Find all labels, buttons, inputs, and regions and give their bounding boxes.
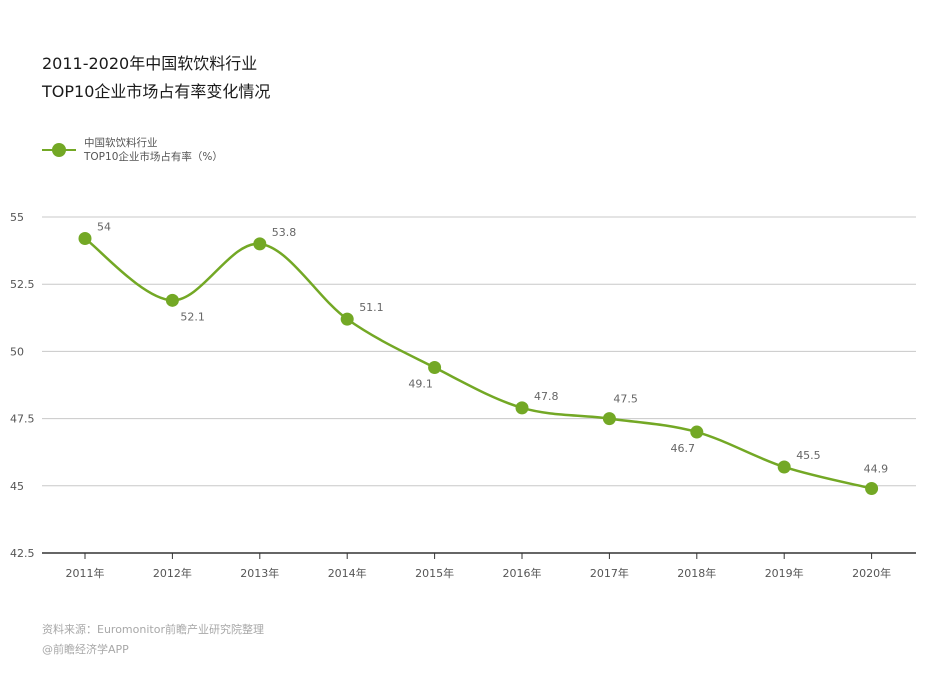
y-tick-label: 45 [10, 480, 24, 493]
y-tick-label: 42.5 [10, 547, 35, 560]
legend-marker [52, 143, 66, 157]
legend-label-line1: 中国软饮料行业 [84, 137, 158, 149]
data-point [253, 237, 267, 251]
data-label: 51.1 [359, 301, 384, 314]
series-line [84, 237, 872, 490]
x-tick-label: 2014年 [328, 566, 367, 580]
x-tick-label: 2015年 [415, 566, 454, 580]
data-point [777, 460, 791, 474]
y-tick-label: 55 [10, 211, 24, 224]
source-line1: 资料来源：Euromonitor前瞻产业研究院整理 [42, 623, 264, 636]
data-point [340, 312, 354, 326]
x-tick-label: 2019年 [765, 566, 804, 580]
x-tick-label: 2013年 [240, 566, 279, 580]
data-point [165, 293, 179, 307]
data-label: 45.5 [796, 449, 821, 462]
data-label: 54 [97, 221, 111, 234]
chart-title-line2: TOP10企业市场占有率变化情况 [42, 82, 271, 101]
data-label: 44.9 [864, 462, 889, 475]
data-label: 46.7 [671, 442, 696, 455]
x-tick-label: 2018年 [677, 566, 716, 580]
data-point [78, 232, 92, 246]
x-tick-label: 2012年 [153, 566, 192, 580]
legend: 中国软饮料行业 TOP10企业市场占有率（%） [42, 136, 223, 164]
data-label: 49.1 [408, 378, 433, 391]
y-tick-label: 52.5 [10, 278, 35, 291]
data-point [602, 412, 616, 426]
legend-label: 中国软饮料行业 TOP10企业市场占有率（%） [84, 136, 223, 164]
x-tick-label: 2016年 [503, 566, 542, 580]
legend-swatch [42, 136, 76, 162]
chart-title: 2011-2020年中国软饮料行业 TOP10企业市场占有率变化情况 [42, 50, 270, 106]
source-note: 资料来源：Euromonitor前瞻产业研究院整理 @前瞻经济学APP [42, 620, 264, 660]
source-line2: @前瞻经济学APP [42, 643, 129, 656]
data-point [690, 425, 704, 439]
x-tick-label: 2011年 [66, 566, 105, 580]
x-tick-label: 2017年 [590, 566, 629, 580]
data-point [865, 481, 879, 495]
chart-title-line1: 2011-2020年中国软饮料行业 [42, 54, 258, 73]
data-point [428, 361, 442, 375]
data-label: 53.8 [272, 226, 297, 239]
data-label: 52.1 [180, 310, 205, 323]
data-label: 47.8 [534, 390, 559, 403]
y-tick-label: 50 [10, 345, 24, 358]
y-tick-label: 47.5 [10, 413, 35, 426]
data-point [515, 401, 529, 415]
data-label: 47.5 [613, 393, 638, 406]
legend-label-line2: TOP10企业市场占有率（%） [84, 151, 223, 163]
x-tick-label: 2020年 [852, 566, 891, 580]
